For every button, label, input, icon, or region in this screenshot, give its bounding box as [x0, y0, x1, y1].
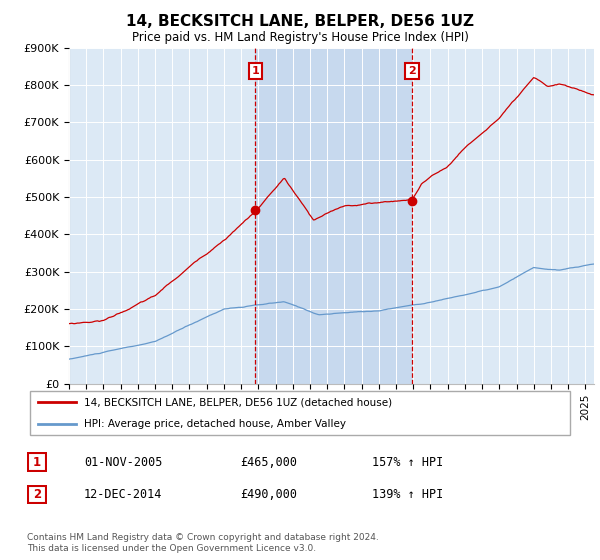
Text: 1: 1: [251, 66, 259, 76]
Text: £465,000: £465,000: [240, 455, 297, 469]
Text: 1: 1: [33, 455, 41, 469]
Text: 12-DEC-2014: 12-DEC-2014: [84, 488, 163, 501]
Text: 14, BECKSITCH LANE, BELPER, DE56 1UZ (detached house): 14, BECKSITCH LANE, BELPER, DE56 1UZ (de…: [85, 397, 392, 407]
Text: HPI: Average price, detached house, Amber Valley: HPI: Average price, detached house, Ambe…: [85, 419, 346, 429]
Text: 01-NOV-2005: 01-NOV-2005: [84, 455, 163, 469]
FancyBboxPatch shape: [28, 454, 46, 470]
Text: £490,000: £490,000: [240, 488, 297, 501]
Text: 2: 2: [33, 488, 41, 501]
FancyBboxPatch shape: [30, 391, 570, 435]
Text: 139% ↑ HPI: 139% ↑ HPI: [372, 488, 443, 501]
FancyBboxPatch shape: [28, 486, 46, 503]
Text: 14, BECKSITCH LANE, BELPER, DE56 1UZ: 14, BECKSITCH LANE, BELPER, DE56 1UZ: [126, 14, 474, 29]
Bar: [256, 48, 412, 384]
Text: 2: 2: [408, 66, 416, 76]
Text: Contains HM Land Registry data © Crown copyright and database right 2024.
This d: Contains HM Land Registry data © Crown c…: [27, 533, 379, 553]
Text: Price paid vs. HM Land Registry's House Price Index (HPI): Price paid vs. HM Land Registry's House …: [131, 31, 469, 44]
Text: 157% ↑ HPI: 157% ↑ HPI: [372, 455, 443, 469]
